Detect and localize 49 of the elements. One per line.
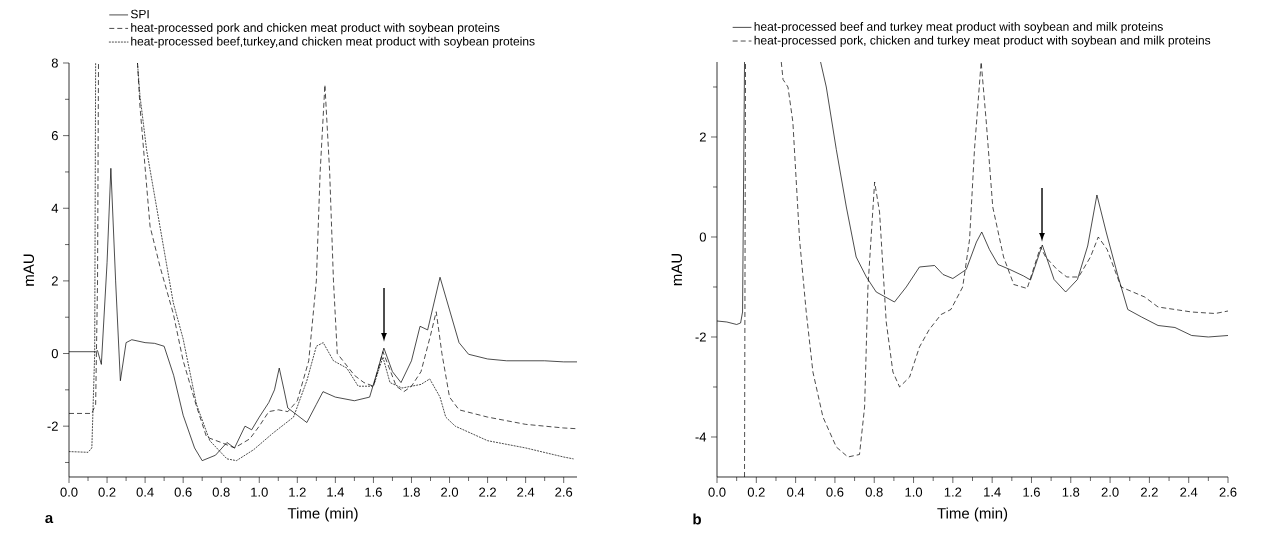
x-tick-label: 0.8 — [865, 487, 883, 497]
y-tick-label: 0 — [699, 232, 706, 242]
y-tick-label: 6 — [51, 131, 58, 141]
x-tick-label: 0.6 — [826, 487, 844, 497]
x-tick-label: 1.8 — [403, 487, 420, 497]
x-axis-title: Time (min) — [287, 507, 358, 522]
x-tick-label: 2.2 — [479, 487, 496, 497]
y-axis-title: mAU — [671, 253, 683, 286]
y-tick-label: 0 — [51, 348, 58, 359]
legend-label: heat-processed beef and turkey meat product with soybean and milk proteins — [754, 22, 1163, 34]
y-tick-label: 8 — [51, 58, 58, 68]
x-tick-label: 2.6 — [1219, 487, 1237, 497]
y-tick-label: 2 — [51, 276, 58, 286]
y-tick-label: -2 — [47, 421, 58, 431]
y-tick-label: 2 — [699, 132, 706, 142]
text: b — [693, 513, 701, 525]
y-tick-label: -2 — [695, 332, 706, 342]
x-tick-label: 0.0 — [708, 487, 726, 497]
x-tick-label: 0.0 — [60, 487, 78, 497]
legend-label: heat-processed pork and chicken meat product with soybean proteins — [131, 23, 500, 35]
x-tick-label: 1.0 — [251, 487, 268, 497]
legend-label: heat-processed beef,turkey,and chicken meat product with soybean proteins — [131, 36, 535, 48]
x-tick-label: 1.6 — [365, 487, 382, 497]
y-tick-label: 4 — [51, 203, 59, 213]
x-tick-label: 1.0 — [905, 487, 923, 497]
x-tick-label: 1.6 — [1023, 487, 1040, 497]
x-tick-label: 0.8 — [212, 487, 230, 497]
x-tick-label: 0.2 — [747, 487, 765, 497]
x-tick-label: 1.2 — [289, 487, 306, 497]
x-tick-label: 1.2 — [944, 487, 962, 497]
text: a — [45, 514, 54, 524]
x-tick-label: 0.4 — [136, 487, 154, 497]
x-axis-title: Time (min) — [937, 507, 1008, 522]
x-tick-label: 0.2 — [98, 487, 116, 497]
legend-label: SPI — [130, 9, 149, 19]
x-tick-label: 2.0 — [441, 487, 459, 497]
legend-label: heat-processed pork, chicken and turkey meat product with soybean and milk proteins — [754, 35, 1211, 47]
y-axis-title: mAU — [23, 254, 35, 286]
x-tick-label: 2.2 — [1141, 487, 1158, 497]
x-tick-label: 1.4 — [984, 487, 1001, 497]
x-tick-label: 1.8 — [1062, 487, 1080, 497]
x-tick-label: 2.4 — [1180, 487, 1198, 497]
x-tick-label: 1.4 — [327, 487, 345, 497]
x-tick-label: 0.4 — [787, 487, 805, 497]
x-tick-label: 2.0 — [1101, 487, 1119, 497]
y-tick-label: -4 — [695, 432, 707, 442]
x-tick-label: 2.6 — [555, 487, 573, 497]
x-tick-label: 0.6 — [174, 487, 192, 497]
x-tick-label: 2.4 — [517, 487, 535, 497]
